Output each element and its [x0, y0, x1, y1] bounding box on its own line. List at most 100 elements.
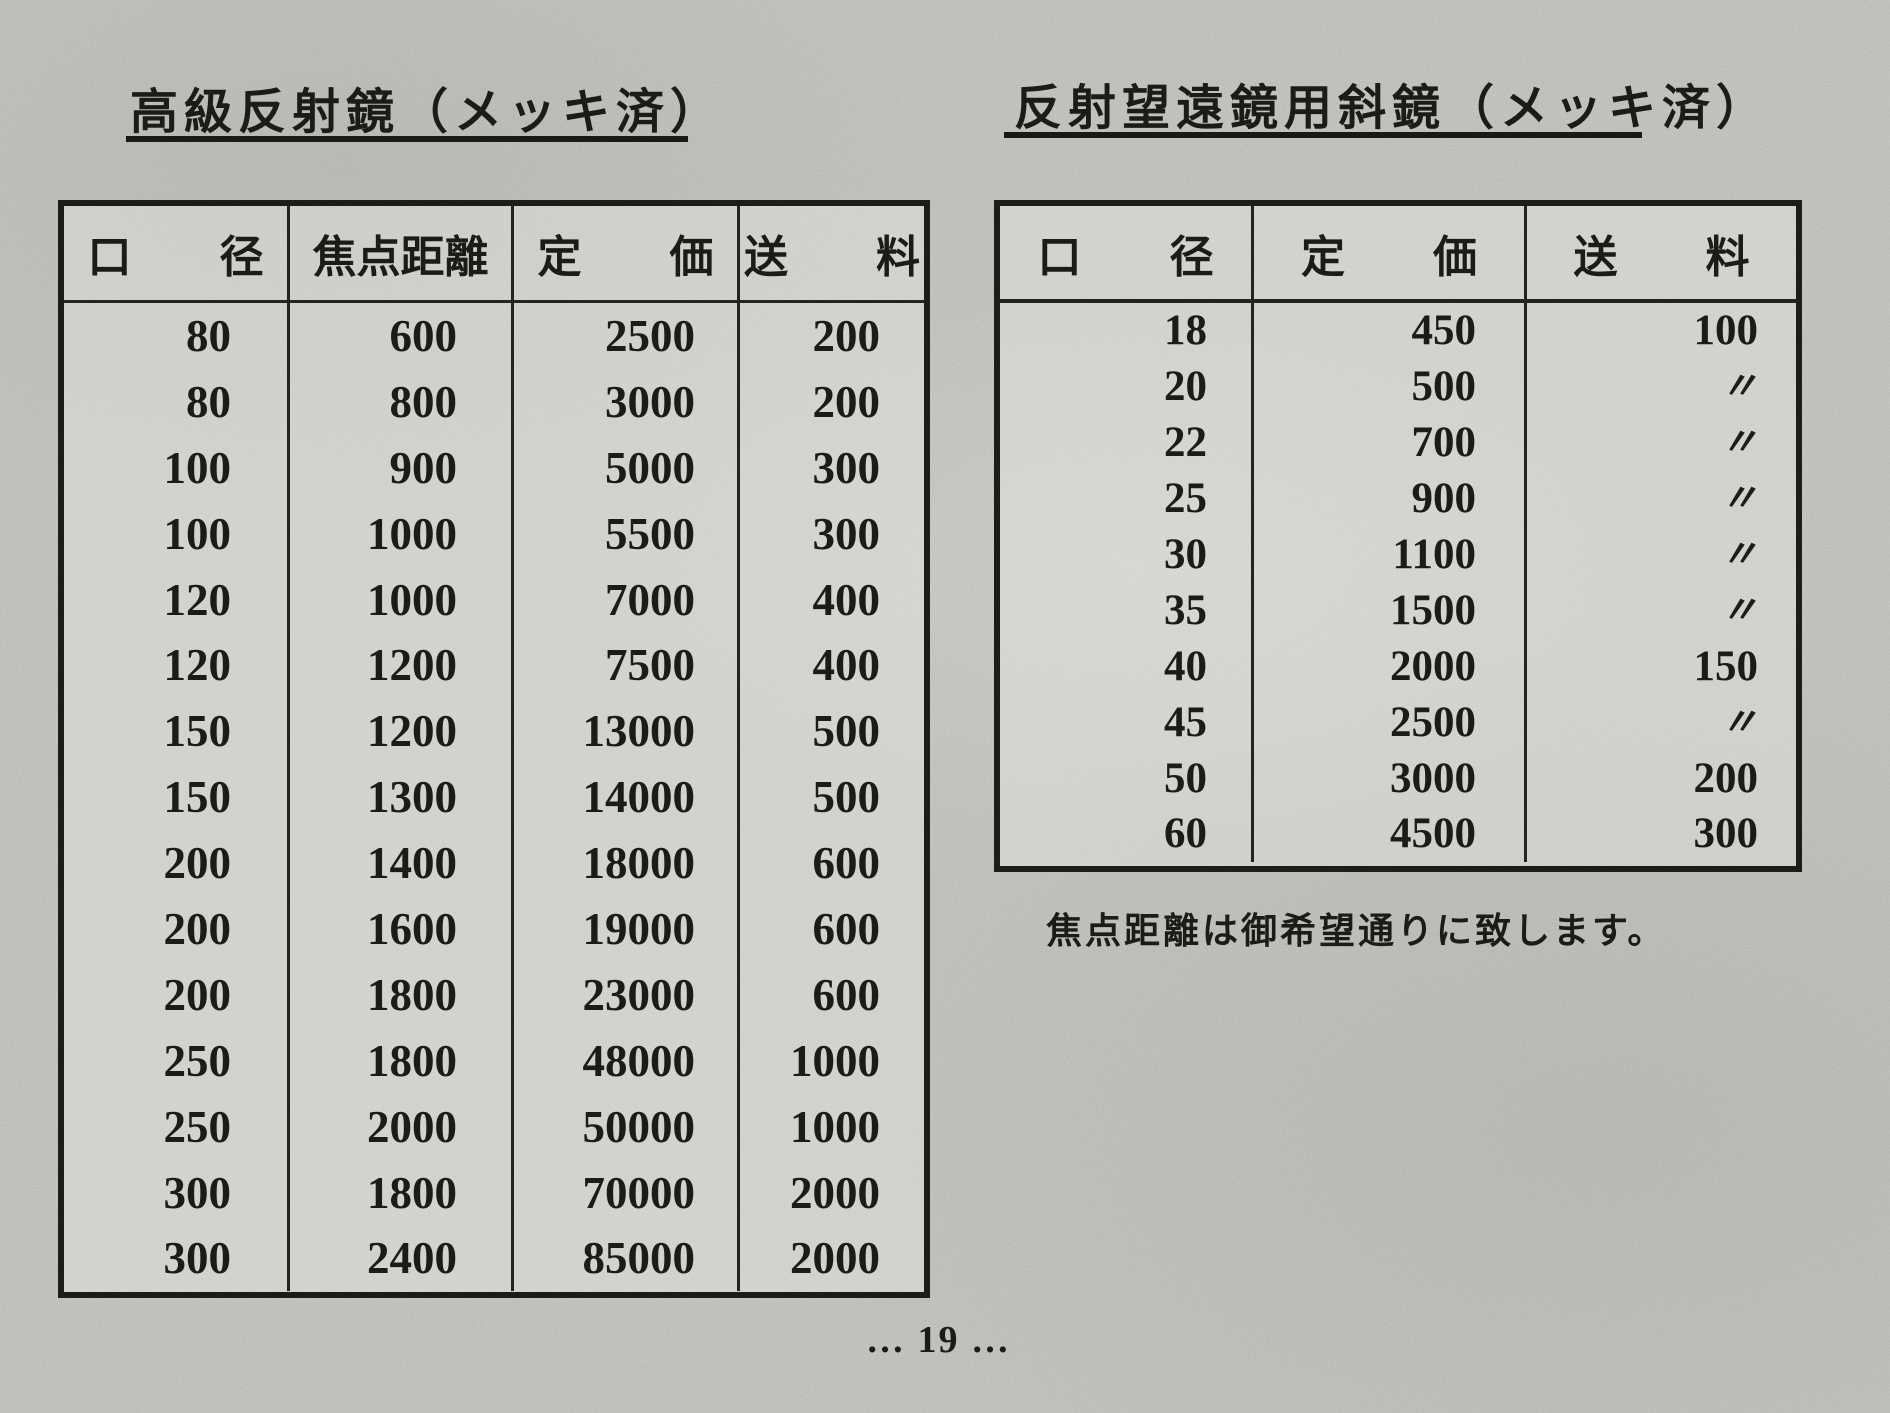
table-cell: 13000	[514, 698, 740, 765]
focal-length-note: 焦点距離は御希望通りに致します。	[1046, 911, 1667, 951]
left-title-underline	[126, 136, 688, 142]
table-cell: 250	[64, 1093, 290, 1160]
table-cell: 80	[64, 368, 290, 435]
right-header-aperture: 口 径	[1000, 206, 1254, 299]
table-cell: 1800	[290, 1027, 514, 1094]
table-row: 80 800 3000 200	[64, 368, 924, 435]
left-price-table: 口 径 焦点距離 定 価 送 料 80 600 2500 200 80 800 3000 20…	[58, 200, 930, 1298]
table-row: 30 1100 〃	[1000, 526, 1796, 583]
table-cell: 2000	[790, 1167, 880, 1218]
table-row: 80 600 2500 200	[64, 303, 924, 369]
table-cell: 3000	[1254, 750, 1527, 807]
table-row: 18 450 100	[1000, 303, 1796, 359]
table-cell: 40	[1000, 638, 1254, 695]
table-row: 45 2500 〃	[1000, 694, 1796, 751]
table-cell: 600	[290, 303, 514, 369]
table-cell: 500	[812, 706, 881, 757]
table-cell: 2000	[1254, 638, 1527, 695]
table-cell: 300	[64, 1159, 290, 1226]
table-cell: 70000	[514, 1159, 740, 1226]
table-cell: 150	[64, 698, 290, 765]
table-cell: 18000	[514, 830, 740, 897]
table-cell: 45	[1000, 694, 1254, 751]
table-cell: 100	[1693, 307, 1759, 355]
table-cell: 22	[1000, 414, 1254, 471]
table-cell: 2500	[514, 303, 740, 369]
table-cell: 2000	[290, 1093, 514, 1160]
table-row: 300 1800 70000 2000	[64, 1159, 924, 1226]
left-table-header-row: 口 径 焦点距離 定 価 送 料	[64, 206, 924, 303]
left-table-body: 80 600 2500 200 80 800 3000 200 100 900 5000 300 100…	[64, 303, 924, 1292]
ditto-mark-cell: 〃	[1719, 701, 1758, 744]
table-row: 20 500 〃	[1000, 358, 1796, 415]
table-cell: 5000	[514, 434, 740, 501]
table-cell: 1400	[290, 830, 514, 897]
table-row: 100 900 5000 300	[64, 434, 924, 501]
left-header-shipping: 送 料	[744, 233, 920, 282]
table-cell: 1800	[290, 1159, 514, 1226]
right-header-shipping: 送 料	[1573, 232, 1750, 282]
table-row: 250 1800 48000 1000	[64, 1027, 924, 1094]
table-row: 200 1400 18000 600	[64, 830, 924, 897]
table-cell: 120	[64, 566, 290, 633]
table-row: 250 2000 50000 1000	[64, 1093, 924, 1160]
table-cell: 150	[1693, 642, 1759, 690]
table-cell: 200	[1693, 754, 1759, 802]
right-header-list-price: 定 価	[1254, 206, 1527, 299]
table-cell: 300	[812, 508, 881, 559]
left-header-aperture: 口 径	[64, 206, 290, 300]
table-cell: 30	[1000, 526, 1254, 583]
table-cell: 900	[290, 434, 514, 501]
table-cell: 150	[64, 764, 290, 831]
table-cell: 1000	[290, 566, 514, 633]
table-cell: 1600	[290, 896, 514, 962]
table-row: 35 1500 〃	[1000, 582, 1796, 639]
table-cell: 1800	[290, 961, 514, 1028]
table-cell: 200	[64, 896, 290, 962]
table-cell: 50	[1000, 750, 1254, 807]
right-table-header-row: 口 径 定 価 送 料	[1000, 206, 1796, 303]
table-cell: 200	[64, 961, 290, 1028]
ditto-mark-cell: 〃	[1719, 589, 1758, 632]
table-cell: 4500	[1254, 806, 1527, 862]
table-cell: 200	[812, 376, 881, 427]
table-cell: 20	[1000, 358, 1254, 415]
table-row: 22 700 〃	[1000, 414, 1796, 471]
ditto-mark-cell: 〃	[1719, 366, 1758, 409]
table-cell: 1200	[290, 632, 514, 699]
table-cell: 1300	[290, 764, 514, 831]
table-cell: 14000	[514, 764, 740, 831]
table-row: 150 1200 13000 500	[64, 698, 924, 765]
table-cell: 1500	[1254, 582, 1527, 639]
table-cell: 100	[64, 500, 290, 567]
table-cell: 2000	[790, 1233, 880, 1284]
right-title-underline	[1004, 132, 1642, 138]
table-row: 100 1000 5500 300	[64, 500, 924, 567]
ditto-mark-cell: 〃	[1719, 478, 1758, 521]
table-cell: 18	[1000, 303, 1254, 359]
table-cell: 120	[64, 632, 290, 699]
table-cell: 1000	[790, 1101, 880, 1152]
table-cell: 200	[812, 310, 881, 361]
table-cell: 19000	[514, 896, 740, 962]
table-cell: 2500	[1254, 694, 1527, 751]
table-cell: 25	[1000, 470, 1254, 527]
table-cell: 300	[1693, 810, 1759, 858]
table-cell: 800	[290, 368, 514, 435]
table-cell: 1200	[290, 698, 514, 765]
table-cell: 300	[812, 442, 881, 493]
table-cell: 2400	[290, 1225, 514, 1292]
table-cell: 200	[64, 830, 290, 897]
table-cell: 60	[1000, 806, 1254, 862]
table-cell: 1000	[790, 1035, 880, 1086]
table-cell: 250	[64, 1027, 290, 1094]
table-cell: 600	[812, 903, 881, 954]
table-cell: 85000	[514, 1225, 740, 1292]
table-cell: 100	[64, 434, 290, 501]
table-cell: 48000	[514, 1027, 740, 1094]
table-cell: 1000	[290, 500, 514, 567]
right-price-table: 口 径 定 価 送 料 18 450 100 20 500 〃 22 700 〃 25 900 〃 30…	[994, 200, 1802, 872]
table-cell: 7500	[514, 632, 740, 699]
table-cell: 1100	[1254, 526, 1527, 583]
table-cell: 600	[812, 969, 881, 1020]
